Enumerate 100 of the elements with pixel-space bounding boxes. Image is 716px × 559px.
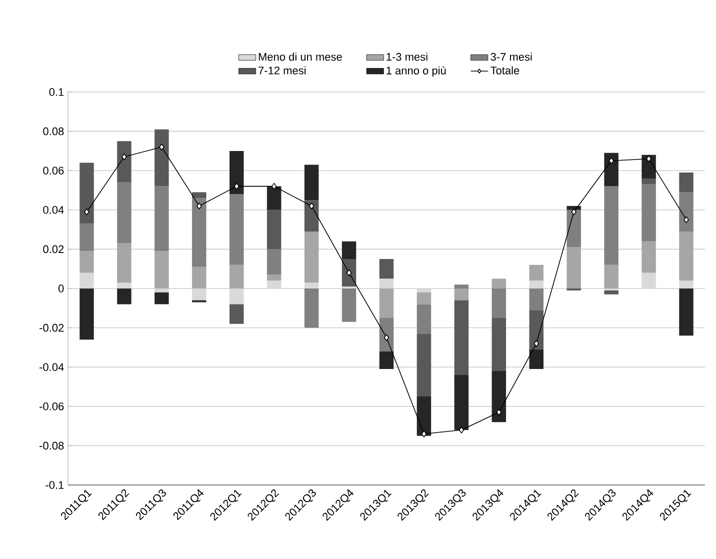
y-tick-label: -0.06 — [40, 402, 64, 410]
bar — [679, 192, 694, 232]
bar — [80, 288, 94, 340]
bar — [192, 266, 206, 288]
bar — [566, 210, 581, 248]
bar — [342, 241, 356, 260]
bar — [266, 249, 282, 275]
bar — [566, 247, 581, 288]
bar — [266, 280, 282, 288]
bar — [679, 280, 694, 288]
bar — [604, 264, 618, 288]
bar — [416, 304, 432, 334]
legend-label: Meno di un mese — [258, 52, 342, 61]
bar — [529, 310, 544, 350]
bar — [230, 264, 244, 288]
bar — [304, 200, 319, 232]
bar — [379, 278, 394, 288]
bar — [80, 251, 94, 273]
y-tick-label: -0.1 — [46, 481, 64, 489]
bar — [642, 272, 656, 288]
bar — [304, 288, 319, 328]
bar — [454, 374, 469, 430]
point — [458, 426, 464, 434]
bar — [604, 186, 618, 265]
point — [608, 157, 614, 164]
point — [646, 155, 652, 162]
bar — [416, 292, 432, 304]
bar — [154, 292, 169, 304]
bar — [192, 288, 206, 300]
bar — [492, 278, 506, 288]
bar — [342, 288, 356, 322]
bar — [117, 243, 132, 283]
bar — [230, 150, 244, 194]
bar — [230, 304, 244, 324]
bar — [416, 334, 432, 397]
bar — [154, 288, 169, 292]
legend-label: 1 anno o più — [386, 66, 446, 77]
bar — [80, 224, 94, 252]
bar — [679, 172, 694, 192]
y-tick-label: 0 — [58, 284, 64, 292]
bar — [454, 288, 469, 300]
point — [384, 334, 390, 342]
bar — [266, 210, 282, 250]
bar — [117, 182, 132, 244]
bar — [604, 290, 618, 294]
y-tick-label: 0.08 — [43, 127, 64, 136]
legend-label: 3-7 mesi — [490, 52, 532, 61]
y-tick-label: 0.02 — [43, 245, 64, 254]
bar — [117, 288, 132, 304]
bar — [192, 192, 206, 198]
bar — [117, 282, 132, 288]
bar — [379, 351, 394, 370]
y-tick-label: 0.1 — [49, 88, 64, 96]
legend-label: 1-3 mesi — [386, 52, 428, 61]
point — [496, 408, 502, 416]
bar — [304, 164, 319, 200]
bar — [266, 186, 282, 210]
y-tick-label: 0.04 — [43, 206, 64, 214]
bar — [304, 282, 319, 288]
point — [159, 144, 164, 150]
bar — [454, 284, 469, 288]
point — [534, 340, 540, 347]
bar — [492, 318, 506, 372]
bar — [529, 264, 544, 281]
point — [308, 202, 314, 210]
bar — [154, 251, 169, 288]
legend-label: Totale — [490, 66, 520, 74]
bar — [454, 300, 469, 375]
point — [571, 208, 576, 216]
bar — [604, 152, 618, 186]
bar — [80, 272, 94, 288]
point — [122, 153, 127, 160]
bar — [529, 280, 544, 288]
y-tick-label: 0.06 — [43, 166, 64, 174]
point — [271, 182, 277, 190]
bar — [416, 396, 432, 436]
point — [234, 182, 240, 190]
bar — [379, 288, 394, 318]
bar — [192, 198, 206, 267]
bar — [642, 184, 656, 242]
bar — [492, 371, 506, 422]
y-tick-label: -0.02 — [40, 324, 64, 332]
point — [684, 216, 689, 224]
bar — [642, 178, 656, 184]
bar — [80, 162, 94, 224]
bar — [304, 232, 319, 283]
bar — [529, 288, 544, 310]
bar — [679, 288, 694, 336]
bar — [679, 232, 694, 281]
bar — [154, 129, 169, 186]
point — [196, 202, 202, 210]
y-tick-label: -0.04 — [40, 363, 64, 371]
bar — [529, 349, 544, 370]
y-tick-label: -0.08 — [40, 442, 64, 450]
bar — [230, 288, 244, 304]
bar — [642, 241, 656, 273]
bar — [230, 194, 244, 265]
bar — [379, 259, 394, 279]
point — [421, 430, 427, 438]
bar — [266, 274, 282, 281]
